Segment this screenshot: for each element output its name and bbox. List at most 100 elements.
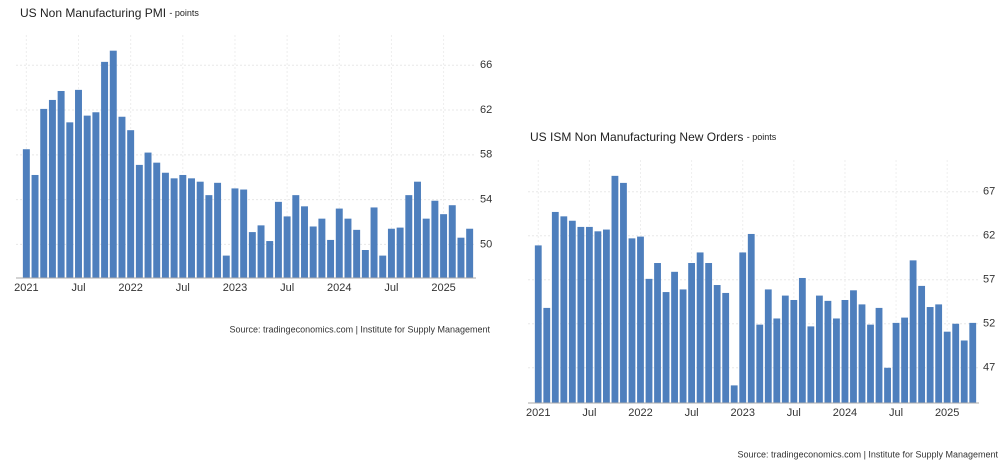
bar	[568, 220, 576, 403]
x-tick-label: Jul	[787, 407, 801, 419]
bar	[611, 175, 619, 403]
bar	[353, 229, 361, 278]
y-tick-label: 47	[983, 362, 995, 374]
bar	[301, 206, 308, 278]
x-tick-label: 2024	[327, 282, 351, 294]
bar	[764, 289, 772, 403]
y-tick-label: 62	[983, 230, 995, 242]
bar	[75, 89, 82, 278]
bar	[405, 195, 413, 278]
bar	[92, 112, 100, 279]
bar	[543, 307, 551, 403]
bar	[560, 216, 568, 403]
x-tick-label: Jul	[71, 282, 85, 294]
bar	[739, 252, 747, 403]
bar	[318, 218, 326, 278]
x-tick-label: 2022	[118, 282, 142, 294]
bar	[153, 162, 161, 278]
bar	[875, 307, 883, 403]
bar	[867, 324, 874, 403]
bar	[135, 164, 143, 278]
x-tick-label: Jul	[176, 282, 190, 294]
bar	[577, 226, 585, 403]
bar	[756, 324, 764, 403]
bar	[858, 304, 866, 403]
unit: - points	[169, 8, 199, 18]
bar	[884, 367, 891, 403]
bar	[196, 181, 204, 278]
title-text: US Non Manufacturing PMI	[20, 6, 166, 20]
bar	[662, 292, 670, 403]
bar	[240, 189, 248, 278]
bar	[379, 255, 387, 278]
bar	[109, 50, 117, 279]
bar	[620, 182, 627, 403]
bar	[654, 263, 661, 403]
bar	[918, 285, 926, 403]
bar	[594, 231, 602, 403]
bar	[448, 205, 456, 278]
x-tick-label: 2024	[833, 407, 857, 419]
bar	[850, 290, 857, 403]
bar	[457, 237, 465, 278]
bar	[705, 263, 713, 403]
bar	[969, 322, 977, 403]
bar	[722, 292, 730, 403]
bar	[274, 201, 282, 278]
bar	[292, 195, 300, 278]
bar	[257, 225, 265, 278]
y-tick-label: 66	[480, 59, 492, 71]
bar	[534, 245, 542, 403]
bar	[901, 317, 908, 403]
bar	[926, 307, 934, 403]
bar	[713, 285, 721, 403]
chart-title: US ISM Non Manufacturing New Orders - po…	[530, 130, 777, 144]
bar	[370, 207, 378, 278]
bar	[205, 195, 213, 278]
bar	[935, 304, 943, 403]
bar	[551, 211, 559, 403]
title-text: US ISM Non Manufacturing New Orders	[530, 130, 743, 144]
x-tick-label: Jul	[280, 282, 294, 294]
bar	[679, 289, 687, 403]
bar	[892, 322, 900, 403]
bar	[671, 271, 678, 403]
bar	[214, 182, 222, 278]
y-tick-label: 62	[480, 104, 492, 116]
bar	[101, 61, 109, 278]
bar	[361, 250, 369, 278]
bar	[696, 252, 704, 403]
x-tick-label: Jul	[582, 407, 596, 419]
y-tick-label: 52	[983, 318, 995, 330]
source: Source: tradingeconomics.com | Institute…	[738, 449, 999, 459]
bar	[943, 331, 951, 403]
x-tick-label: Jul	[889, 407, 903, 419]
bar	[144, 152, 152, 278]
bar	[66, 122, 74, 279]
bar	[431, 200, 439, 278]
chart-title: US Non Manufacturing PMI - points	[20, 6, 199, 20]
x-tick-label: Jul	[384, 282, 398, 294]
bar	[387, 228, 395, 278]
x-tick-label: Jul	[685, 407, 699, 419]
source: Source: tradingeconomics.com | Institute…	[230, 324, 491, 334]
bar	[161, 172, 169, 278]
bar	[309, 226, 317, 278]
x-tick-label: 2023	[223, 282, 247, 294]
x-tick-label: 2025	[431, 282, 455, 294]
bar	[188, 178, 195, 278]
bar	[628, 238, 636, 403]
bar	[790, 299, 798, 403]
bar	[585, 226, 593, 403]
bar	[118, 116, 126, 278]
bar	[127, 130, 135, 278]
x-tick-label: 2023	[730, 407, 754, 419]
bar	[815, 295, 823, 403]
bar	[824, 300, 832, 403]
bar	[773, 318, 781, 403]
y-tick-label: 67	[983, 186, 995, 198]
x-tick-label: 2021	[526, 407, 550, 419]
bar	[833, 318, 840, 403]
y-tick-label: 58	[480, 149, 492, 161]
